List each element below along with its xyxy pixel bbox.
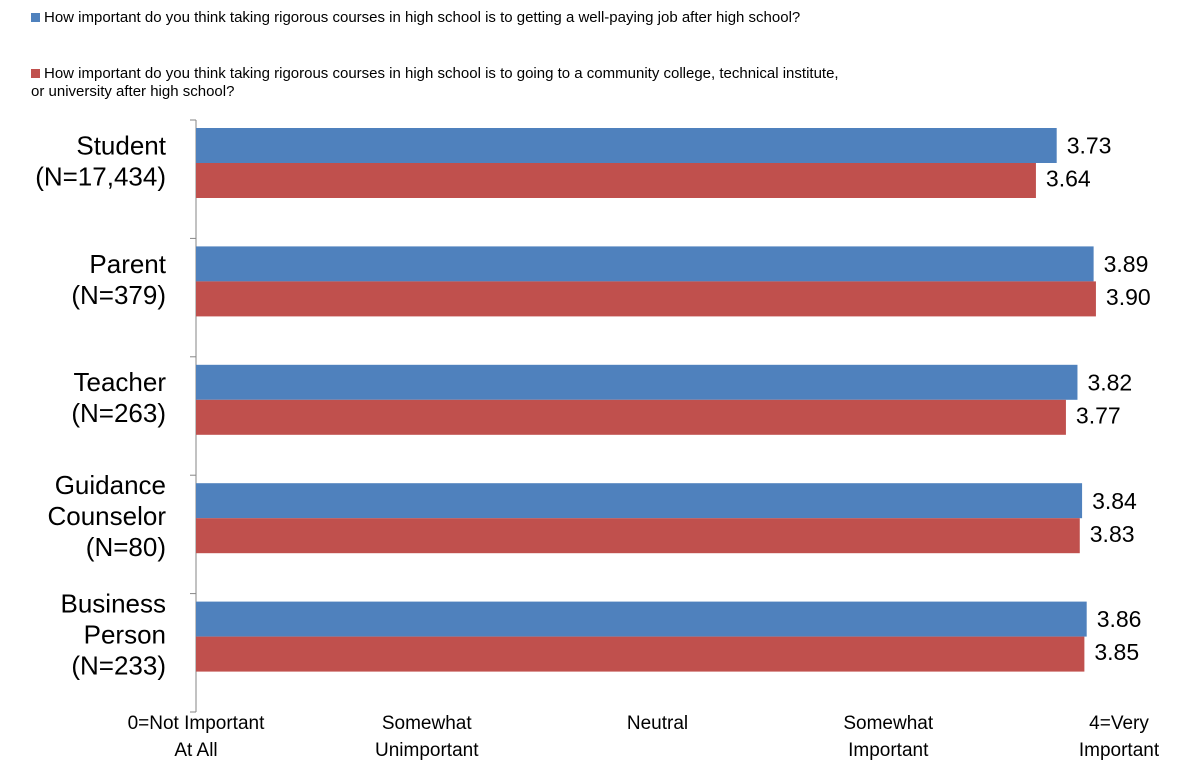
category-label: Teacher: [74, 367, 167, 397]
legend: How important do you think taking rigoro…: [31, 9, 839, 100]
x-tick-label: 4=Very: [1089, 713, 1149, 734]
category-label: Student: [76, 130, 166, 160]
x-tick-label: Unimportant: [375, 740, 479, 761]
data-label: 3.64: [1046, 166, 1091, 192]
category-label: Guidance: [55, 470, 166, 500]
legend-swatch: [31, 13, 40, 22]
data-label: 3.83: [1090, 521, 1135, 547]
category-label: (N=379): [71, 280, 166, 310]
category-label: (N=80): [86, 532, 166, 562]
x-tick-label: Somewhat: [382, 713, 472, 734]
x-tick-label: Somewhat: [843, 713, 933, 734]
legend-label: How important do you think taking rigoro…: [44, 65, 839, 82]
data-label: 3.84: [1092, 488, 1137, 514]
data-label: 3.82: [1087, 369, 1132, 395]
data-label: 3.85: [1094, 639, 1139, 665]
x-tick-label: At All: [174, 740, 217, 761]
legend-label: or university after high school?: [31, 83, 234, 100]
category-label: Business: [61, 588, 167, 618]
bar-series-1: [196, 601, 1087, 637]
data-label: 3.89: [1104, 251, 1149, 277]
category-label: Counselor: [47, 501, 166, 531]
data-label: 3.73: [1067, 133, 1112, 159]
legend-label: How important do you think taking rigoro…: [44, 9, 800, 26]
x-tick-label: Important: [1079, 740, 1160, 761]
category-label: (N=263): [71, 398, 166, 428]
x-tick-label: Neutral: [627, 713, 688, 734]
bars: [196, 128, 1096, 672]
data-label: 3.90: [1106, 284, 1151, 310]
data-label: 3.77: [1076, 402, 1121, 428]
category-label: Person: [84, 619, 166, 649]
bar-series-2: [196, 163, 1036, 198]
bar-series-1: [196, 246, 1094, 282]
bar-series-2: [196, 518, 1080, 554]
legend-swatch: [31, 69, 40, 78]
x-tick-label: 0=Not Important: [128, 713, 265, 734]
labels: 3.733.64Student(N=17,434)3.893.90Parent(…: [35, 130, 1160, 761]
bar-series-1: [196, 483, 1083, 519]
bar-series-2: [196, 636, 1085, 672]
axes: [190, 119, 197, 713]
category-label: (N=17,434): [35, 161, 166, 191]
bar-series-2: [196, 281, 1096, 317]
bar-series-1: [196, 364, 1078, 400]
category-label: Parent: [89, 249, 166, 279]
category-label: (N=233): [71, 650, 166, 680]
bar-series-2: [196, 399, 1066, 435]
x-tick-label: Important: [848, 740, 929, 761]
data-label: 3.86: [1097, 606, 1142, 632]
bar-series-1: [196, 128, 1057, 163]
